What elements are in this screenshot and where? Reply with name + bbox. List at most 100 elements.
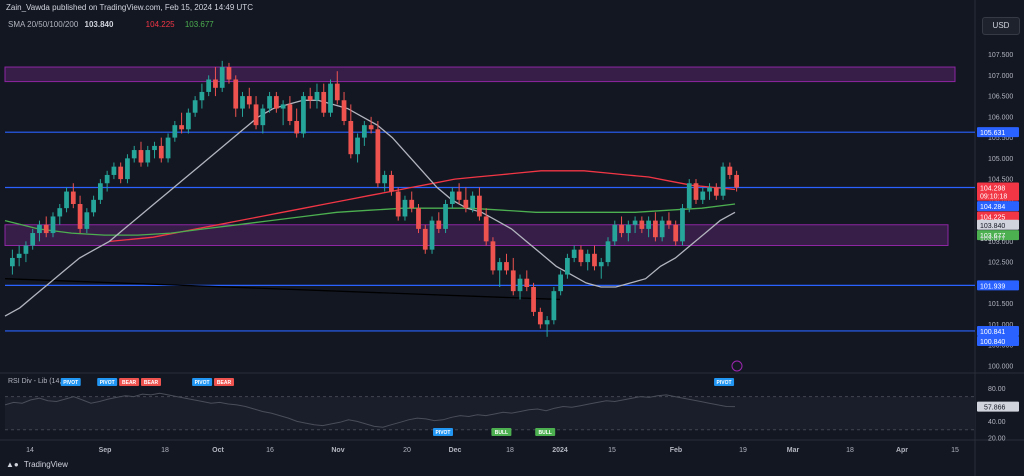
candle [436,212,442,234]
rsi-current-tag [977,401,1019,412]
price-tick-label: 103.000 [988,239,1013,246]
candle-body [98,183,103,200]
candle [23,241,29,263]
candle-body [646,220,651,229]
candle-body [260,108,266,126]
candle-body [158,145,164,159]
signal-tag-bg [214,378,234,386]
candle-body [341,100,347,121]
candle-body [592,253,597,267]
candle [382,170,388,192]
candle-body [402,199,408,217]
candle-body [416,208,421,229]
candle [70,183,76,209]
signal-tag-bg [97,378,118,386]
time-axis-label: Apr [896,447,908,454]
candle-body [558,274,564,292]
candle-body [172,125,178,138]
candle-body [246,96,252,105]
candle-body [653,220,658,238]
candle-body [43,224,49,234]
candle [280,100,286,126]
candle [416,204,421,234]
candle-body [64,191,69,209]
candle-body [267,96,272,109]
candle-body [240,96,245,109]
candle [118,162,124,184]
currency-button[interactable]: USD [982,17,1020,35]
supply-zone-0 [4,66,956,83]
candle [111,162,117,180]
candle-body [37,224,42,234]
candle [605,237,611,267]
candle-body [510,270,516,292]
price-tag-bg [977,201,1019,212]
sma-20-line [4,99,736,317]
candle [734,170,739,192]
candle [260,104,266,134]
candle [720,162,726,200]
candle [571,245,577,263]
candle [592,245,597,271]
time-axis-label: 15 [951,447,959,454]
signal-tag-label: BULL [495,430,508,436]
candle-body [422,228,428,250]
candle [98,179,103,204]
candle [490,237,496,275]
candle [673,220,679,246]
signal-tag-label: PIVOT [100,380,115,386]
sma-legend-name: SMA 20/50/100/200 [8,20,79,29]
candle [355,133,360,163]
candle-body [287,104,293,121]
signal-tag-bg [60,378,81,386]
candle [213,67,218,97]
rsi-tick-label: 80.00 [988,386,1006,393]
publisher-line: Zain_Vawda published on TradingView.com,… [6,3,253,12]
candle-body [639,220,645,229]
candle [287,96,293,126]
candle-body [713,187,719,196]
candle-body [734,174,739,188]
candle [666,212,672,229]
candle-body [619,224,624,234]
footer-brand: ▲● TradingView [6,460,68,469]
price-tag-label: 101.939 [980,283,1005,290]
candle-body [598,262,604,267]
candle [449,187,455,209]
time-axis-label: 14 [26,447,34,454]
candle-body [199,91,205,101]
candle [206,75,212,97]
candle-body [328,83,333,113]
time-axis-label: Mar [787,447,800,454]
time-axis-label: Oct [212,447,224,454]
candle [504,253,509,275]
candle-body [605,241,611,263]
candle-body [673,224,679,242]
candle [267,91,272,113]
rsi-legend: RSI Div - Lib (14, 70 [8,378,72,385]
candle [361,121,367,146]
time-axis-label: 16 [266,447,274,454]
candle [659,216,665,242]
price-tag-bg [977,280,1019,291]
candle-body [118,166,124,180]
candle [598,257,604,279]
candle [707,183,712,200]
candle [273,91,279,113]
candle [104,170,110,192]
candle [179,112,184,134]
price-tick-label: 106.000 [988,114,1013,121]
candle [395,187,401,221]
candle [199,83,205,109]
candle [64,187,69,213]
candle [131,145,137,163]
candle-body [483,216,489,242]
candle [727,162,733,180]
candle-body [138,150,144,163]
price-tick-label: 100.500 [988,343,1013,350]
candle-body [578,249,584,263]
price-tick-label: 101.500 [988,301,1013,308]
candle-body [375,129,381,184]
candle-body [226,67,232,80]
